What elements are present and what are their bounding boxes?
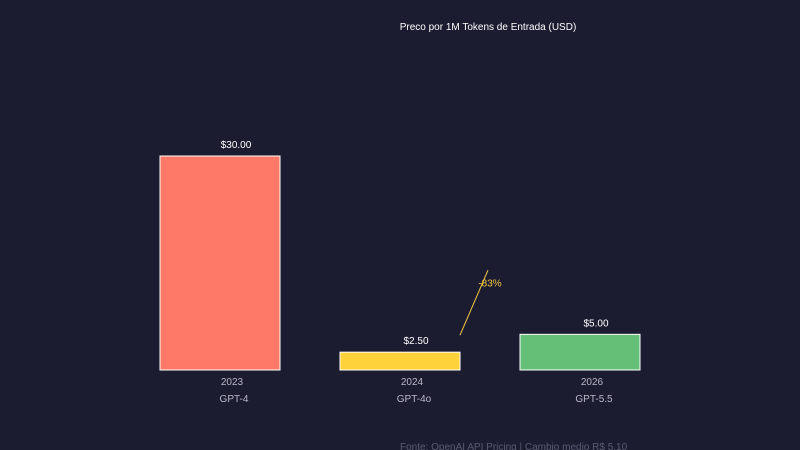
bars-layer (159, 155, 641, 371)
model-label-2023: GPT-4 (220, 394, 249, 405)
bar-2026 (519, 333, 641, 371)
value-label-2023: $30.00 (221, 140, 252, 151)
bar-2023 (159, 155, 281, 371)
annotation-layer: -83% (459, 269, 502, 336)
change-annotation-label: -83% (478, 279, 501, 290)
model-label-2026: GPT-5.5 (575, 394, 613, 405)
model-label-2024: GPT-4o (397, 394, 432, 405)
change-annotation-line (459, 269, 489, 336)
value-label-2024: $2.50 (403, 336, 428, 347)
bar-2024 (339, 351, 461, 371)
value-label-2026: $5.00 (583, 318, 608, 329)
source-note: Fonte: OpenAI API Pricing | Cambio medio… (400, 442, 628, 450)
chart-title: Preco por 1M Tokens de Entrada (USD) (400, 22, 577, 33)
year-label-2026: 2026 (581, 377, 604, 388)
year-label-2024: 2024 (401, 377, 424, 388)
labels-layer: $30.00 2023 GPT-4 $2.50 2024 GPT-4o $5.00 2026 G… (220, 140, 614, 405)
year-label-2023: 2023 (221, 377, 244, 388)
